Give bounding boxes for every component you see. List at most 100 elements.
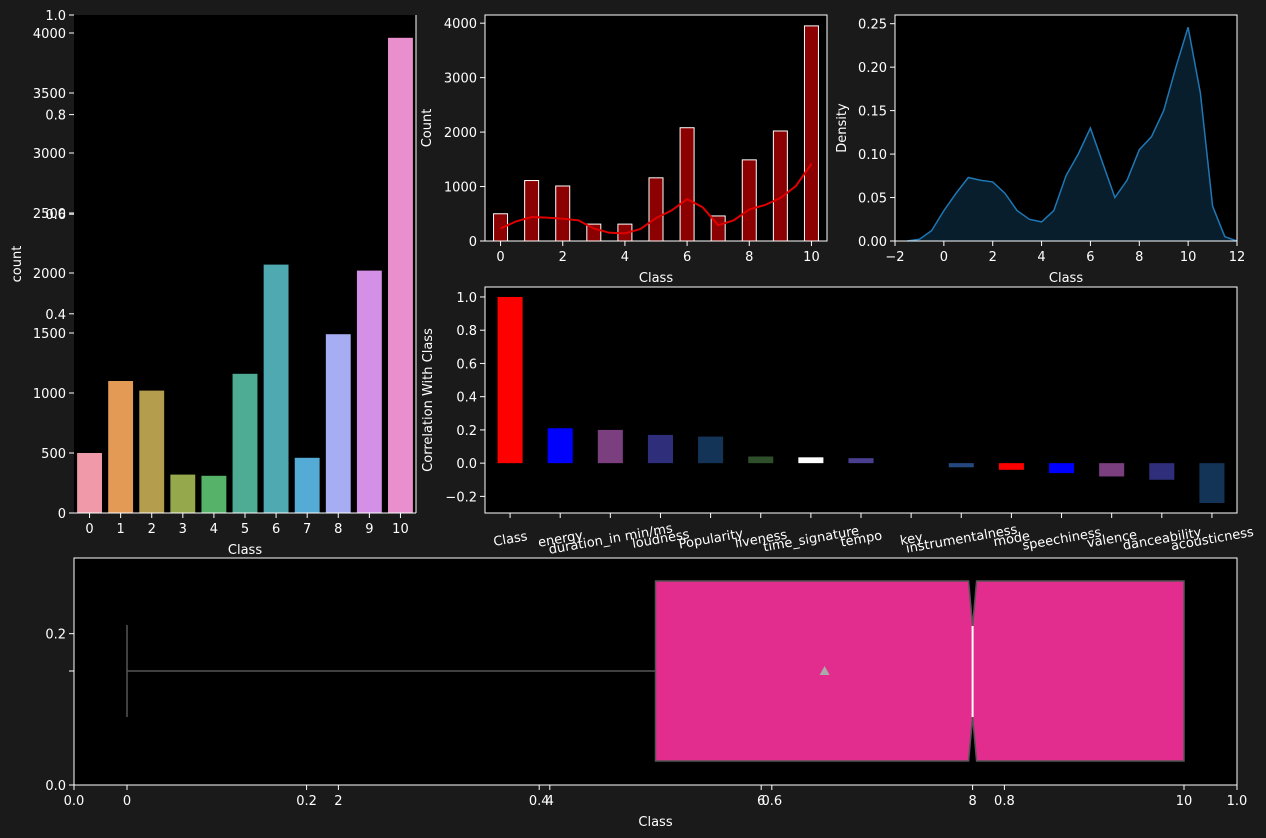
box-xtick-label: 10 xyxy=(1176,794,1193,809)
hist-bar xyxy=(524,180,540,242)
density-ytick-label: 0.20 xyxy=(858,61,887,76)
count-bar-xtick-label: 5 xyxy=(241,522,249,537)
count-bar-ytick-label: 1000 xyxy=(33,387,66,402)
count-bar-ylabel: count xyxy=(10,246,25,283)
count-bar-xtick-label: 6 xyxy=(272,522,280,537)
density-xtick-label: 10 xyxy=(1180,250,1197,265)
box-body xyxy=(654,580,1185,762)
count-bar xyxy=(325,334,351,513)
overlay-ytick-label: 0.8 xyxy=(45,109,66,124)
count-bar-xlabel: Class xyxy=(228,543,262,558)
corr-ytick-label: −0.2 xyxy=(445,490,477,505)
count-bar xyxy=(139,390,165,513)
corr-bar xyxy=(848,458,874,464)
density-ytick-label: 0.05 xyxy=(858,192,887,207)
hist-bar xyxy=(741,159,757,242)
density-xlabel: Class xyxy=(1049,271,1083,286)
overlay-xtick-label: 0.4 xyxy=(529,794,550,809)
count-bar xyxy=(356,270,382,513)
box-frame xyxy=(73,557,1238,786)
corr-bar xyxy=(547,428,573,464)
hist-frame xyxy=(484,14,828,242)
count-bar-xtick-label: 10 xyxy=(392,522,409,537)
density-line xyxy=(907,26,1238,242)
hist-ytick-label: 3000 xyxy=(444,72,477,87)
overlay-ytick-label: 0.0 xyxy=(45,779,66,794)
hist-ytick-label: 0 xyxy=(469,235,477,250)
overlay-xtick-label: 0.2 xyxy=(296,794,317,809)
count-bar xyxy=(294,457,320,513)
corr-frame xyxy=(484,286,1238,514)
corr-bar xyxy=(998,463,1024,470)
count-bar-ytick-label: 2500 xyxy=(33,207,66,222)
count-bar-xtick-label: 2 xyxy=(148,522,156,537)
corr-xtick-label: Class xyxy=(492,529,529,550)
hist-xtick-label: 6 xyxy=(683,250,691,265)
overlay-ytick-label: 0.2 xyxy=(45,628,66,643)
corr-bar xyxy=(1099,463,1125,477)
density-xtick-label: 2 xyxy=(989,250,997,265)
box-xtick-label: 2 xyxy=(334,794,342,809)
hist-ytick-label: 1000 xyxy=(444,181,477,196)
corr-axes-bg xyxy=(485,287,1237,513)
count-bar-xtick-label: 9 xyxy=(365,522,373,537)
count-bar xyxy=(201,475,227,513)
hist-ytick-label: 4000 xyxy=(444,17,477,32)
hist-bar xyxy=(648,177,664,242)
box-mean-marker xyxy=(819,666,830,675)
count-bar xyxy=(108,381,134,513)
density-xtick-label: 12 xyxy=(1229,250,1246,265)
count-bar-ytick-label: 3000 xyxy=(33,147,66,162)
corr-ylabel: Correlation With Class xyxy=(421,328,436,472)
hist-xtick-label: 0 xyxy=(496,250,504,265)
hist-xtick-label: 4 xyxy=(621,250,629,265)
count-bar-ytick-label: 500 xyxy=(41,447,66,462)
box-xtick-label: 0 xyxy=(123,794,131,809)
hist-xlabel: Class xyxy=(639,271,673,286)
count-bar-ytick-label: 3500 xyxy=(33,87,66,102)
corr-bar xyxy=(647,434,673,464)
corr-ytick-label: 0.2 xyxy=(456,424,477,439)
count-bar-xtick-label: 3 xyxy=(179,522,187,537)
corr-bar xyxy=(497,296,523,464)
count-bar-xtick-label: 1 xyxy=(116,522,124,537)
corr-xtick-label: tempo xyxy=(839,529,883,551)
box-xtick-label: 6 xyxy=(757,794,765,809)
corr-ytick-label: 0.6 xyxy=(456,357,477,372)
density-xtick-label: 4 xyxy=(1037,250,1045,265)
corr-bar xyxy=(798,457,824,464)
overlay-xtick-label: 0.6 xyxy=(761,794,782,809)
hist-bar xyxy=(803,25,819,242)
density-area xyxy=(907,27,1237,242)
overlay-xtick-label: 0.0 xyxy=(64,794,85,809)
count-bar-xtick-label: 7 xyxy=(303,522,311,537)
hist-xtick-label: 10 xyxy=(803,250,820,265)
count-bar-xtick-label: 8 xyxy=(334,522,342,537)
overlay-ytick-label: 1.0 xyxy=(45,9,66,24)
density-ytick-label: 0.15 xyxy=(858,105,887,120)
density-ytick-label: 0.25 xyxy=(858,18,887,33)
corr-ytick-label: 0.4 xyxy=(456,391,477,406)
count-bar xyxy=(232,373,258,513)
overlay-xtick-label: 0.8 xyxy=(994,794,1015,809)
box-xlabel: Class xyxy=(638,815,672,830)
count-bar xyxy=(170,474,196,513)
count-bar-ytick-label: 4000 xyxy=(33,27,66,42)
hist-ytick-label: 2000 xyxy=(444,126,477,141)
count-bar xyxy=(77,453,102,513)
density-ylabel: Density xyxy=(835,103,850,153)
count-bar-xtick-label: 0 xyxy=(85,522,93,537)
density-xtick-label: 0 xyxy=(940,250,948,265)
overlay-ytick-label: 0.4 xyxy=(45,308,66,323)
count-bar-xtick-label: 4 xyxy=(210,522,218,537)
hist-xtick-label: 8 xyxy=(745,250,753,265)
count-bar xyxy=(263,264,289,513)
count-bar xyxy=(388,37,413,514)
corr-ytick-label: 1.0 xyxy=(456,291,477,306)
hist-bar xyxy=(555,185,571,242)
count-bar-ytick-label: 1500 xyxy=(33,327,66,342)
corr-bar xyxy=(948,463,974,468)
density-ytick-label: 0.10 xyxy=(858,148,887,163)
corr-bar xyxy=(1199,463,1225,504)
density-xtick-label: 6 xyxy=(1086,250,1094,265)
